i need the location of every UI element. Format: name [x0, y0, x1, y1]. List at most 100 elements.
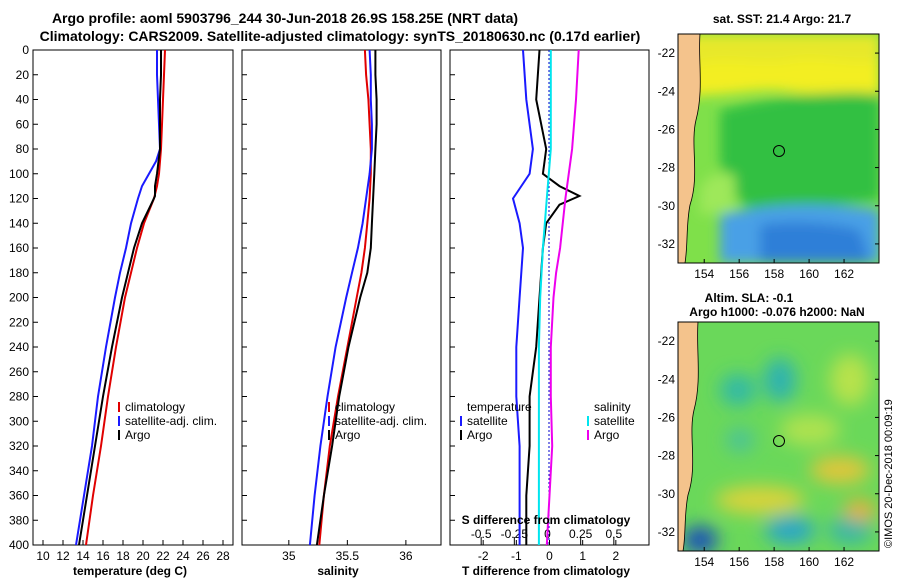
map-x-tick-label: 156 [729, 555, 749, 569]
y-tick-label: 400 [9, 538, 29, 552]
legend-title-temperature: temperature [467, 400, 532, 414]
series-line-climatology [318, 49, 372, 546]
sla-map-subtitle: Argo h1000: -0.076 h2000: NaN [689, 305, 864, 319]
series-line-argo [315, 50, 378, 546]
x-top-tick-label: 0.5 [605, 527, 622, 541]
map-y-tick-label: -32 [658, 237, 676, 251]
legend-label-s-satellite: satellite [594, 414, 635, 428]
legend-label-s-argo: Argo [594, 428, 620, 442]
series-line-satellite-adj-clim- [308, 49, 373, 546]
salinity-xlabel: salinity [317, 564, 359, 578]
sla-field [678, 322, 879, 551]
map-x-tick-label: 158 [764, 267, 784, 281]
map-y-tick-label: -22 [658, 334, 676, 348]
x-tick-label: 35 [282, 549, 296, 563]
x-top-tick-label: 0.25 [569, 527, 593, 541]
salinity-frame [241, 49, 442, 546]
map-y-tick-label: -26 [658, 122, 676, 136]
series-line-t-satellite [511, 49, 534, 545]
x-top-tick-label: -0.25 [501, 527, 529, 541]
x-tick-label: 28 [216, 549, 230, 563]
x-top-tick-label: -0.5 [471, 527, 492, 541]
sla-land-mask [678, 322, 699, 551]
x-tick-label: 2 [612, 549, 619, 563]
map-x-tick-label: 160 [799, 555, 819, 569]
legend-label-climatology: climatology [125, 400, 185, 414]
imos-credit: ©IMOS 20-Dec-2018 00:09:19 [883, 399, 895, 548]
legend-label-argo: Argo [125, 428, 151, 442]
y-tick-label: 80 [16, 142, 30, 156]
legend-label-climatology: climatology [335, 400, 395, 414]
figure-title-line2: Climatology: CARS2009. Satellite-adjuste… [40, 28, 641, 44]
x-tick-label: 20 [136, 549, 150, 563]
legend-label-t-argo: Argo [467, 428, 493, 442]
difference-legend-salinity: salinity satellite Argo [587, 400, 635, 442]
map-x-tick-label: 162 [834, 267, 854, 281]
map-y-tick-label: -30 [658, 199, 676, 213]
legend-label-argo: Argo [335, 428, 361, 442]
y-tick-label: 140 [9, 216, 29, 230]
x-tick-label: 1 [579, 549, 586, 563]
difference-panel: -2 -1 0 1 2-0.5 -0.25 0 0.25 0.5 S difference fr… [449, 49, 650, 578]
sla-argo-marker [773, 435, 785, 447]
difference-top-xlabel: S difference from climatology [462, 513, 631, 527]
map-x-tick-label: 160 [799, 267, 819, 281]
sla-map: Altim. SLA: -0.1 Argo h1000: -0.076 h200… [658, 291, 880, 569]
map-x-tick-label: 162 [834, 555, 854, 569]
sla-map-title: Altim. SLA: -0.1 [705, 291, 794, 305]
x-tick-label: 16 [96, 549, 110, 563]
x-tick-label: 36 [399, 549, 413, 563]
temperature-legend: climatology satellite-adj. clim. Argo [118, 400, 217, 442]
x-tick-label: 0 [546, 549, 553, 563]
y-tick-label: 120 [9, 192, 29, 206]
map-y-tick-label: -24 [658, 372, 676, 386]
temperature-xlabel: temperature (deg C) [73, 564, 187, 578]
y-tick-label: 40 [16, 93, 30, 107]
map-x-tick-label: 158 [764, 555, 784, 569]
sla-map-frame [677, 321, 880, 552]
legend-label-satellite: satellite-adj. clim. [125, 414, 217, 428]
sst-field [678, 34, 879, 263]
y-tick-label: 180 [9, 266, 29, 280]
map-y-tick-label: -28 [658, 449, 676, 463]
map-y-tick-label: -22 [658, 46, 676, 60]
sst-map-title: sat. SST: 21.4 Argo: 21.7 [713, 12, 852, 26]
y-tick-label: 0 [22, 43, 29, 57]
map-y-tick-label: -30 [658, 487, 676, 501]
y-tick-label: 240 [9, 340, 29, 354]
map-x-tick-label: 154 [694, 555, 714, 569]
temperature-frame [32, 49, 234, 546]
map-y-tick-label: -28 [658, 161, 676, 175]
y-tick-label: 360 [9, 489, 29, 503]
difference-legend-temperature: temperature satellite Argo [460, 400, 532, 442]
legend-label-t-satellite: satellite [467, 414, 508, 428]
series-line-t-argo [525, 49, 582, 545]
map-y-tick-label: -26 [658, 410, 676, 424]
legend-title-salinity: salinity [594, 400, 631, 414]
sst-map-frame [677, 33, 880, 264]
legend-label-satellite: satellite-adj. clim. [335, 414, 427, 428]
x-tick-label: -2 [478, 549, 489, 563]
y-tick-label: 300 [9, 414, 29, 428]
x-tick-label: 24 [176, 549, 190, 563]
y-tick-label: 320 [9, 439, 29, 453]
x-tick-label: 22 [156, 549, 170, 563]
x-tick-label: 26 [196, 549, 210, 563]
series-line-s-satellite [537, 50, 552, 545]
temperature-panel: 0 20 40 60 80 100 120 140 160 180 200 220 240 260 280 3… [9, 43, 234, 578]
map-x-tick-label: 156 [729, 267, 749, 281]
figure-title-line1: Argo profile: aoml 5903796_244 30-Jun-20… [52, 10, 518, 26]
sst-argo-marker [773, 145, 785, 157]
x-tick-label: 14 [76, 549, 90, 563]
salinity-legend: climatology satellite-adj. clim. Argo [328, 400, 427, 442]
series-line-s-argo [545, 49, 580, 546]
x-tick-label: 10 [36, 549, 50, 563]
y-tick-label: 380 [9, 513, 29, 527]
map-y-tick-label: -32 [658, 525, 676, 539]
y-tick-label: 280 [9, 390, 29, 404]
y-tick-label: 60 [16, 117, 30, 131]
sst-map: sat. SST: 21.4 Argo: 21.7 154 156 158 160 16… [658, 12, 880, 281]
y-tick-label: 260 [9, 365, 29, 379]
series-line-satellite-adj-clim- [75, 50, 162, 546]
